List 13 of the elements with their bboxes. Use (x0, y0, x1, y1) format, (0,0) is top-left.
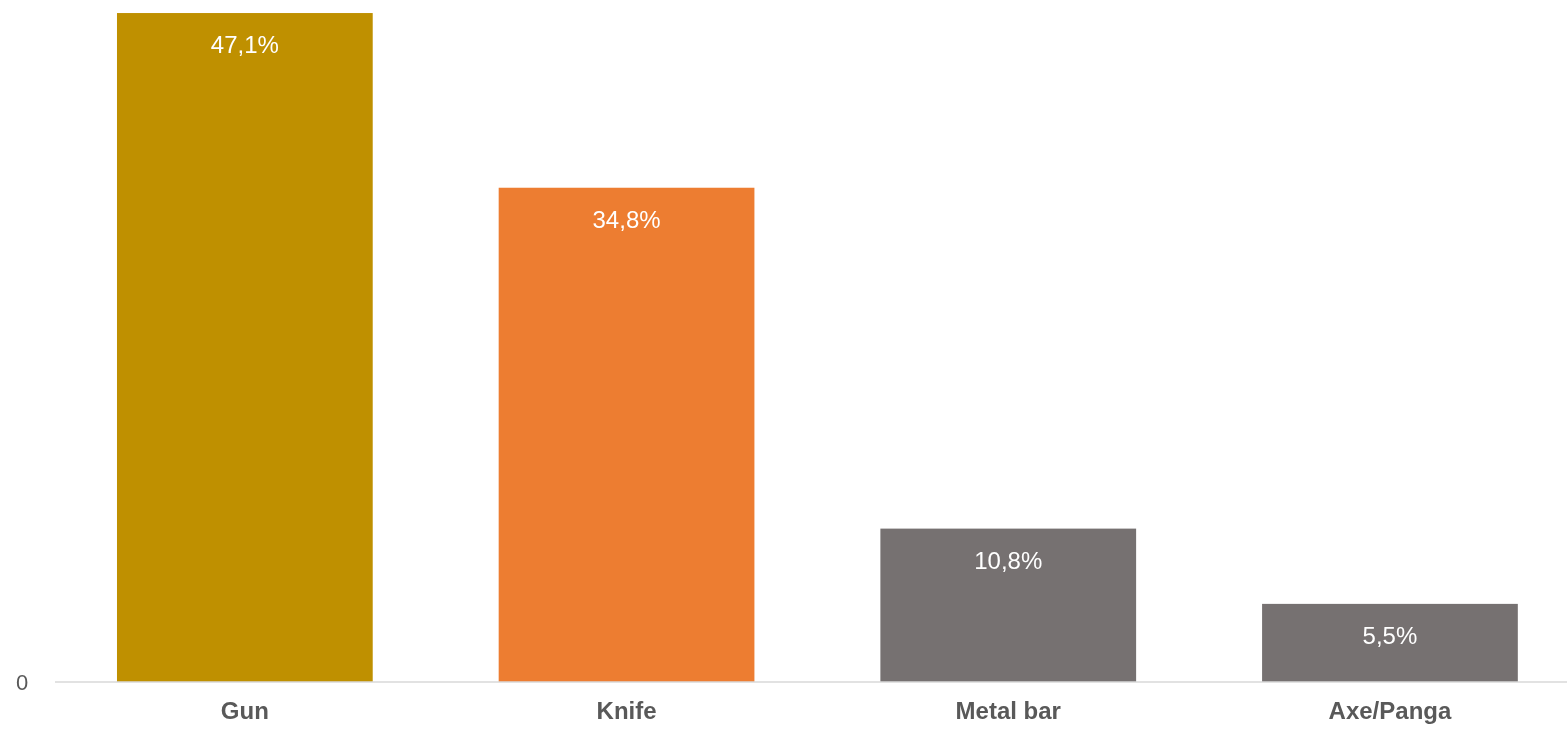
bar (116, 13, 373, 682)
bar (1262, 603, 1518, 682)
text: 0 (15, 669, 29, 695)
data-label: 5,5% (1362, 621, 1418, 649)
data-label: 34,8% (592, 205, 661, 233)
x-tick-label: Gun (220, 697, 269, 725)
bar (498, 187, 755, 682)
data-label: 47,1% (210, 31, 279, 59)
x-tick-label: Knife (596, 697, 657, 725)
x-tick-label: Metal bar (955, 697, 1061, 725)
data-label: 10,8% (974, 546, 1043, 574)
x-tick-label: Axe/Panga (1328, 697, 1452, 725)
bar (880, 528, 1137, 682)
